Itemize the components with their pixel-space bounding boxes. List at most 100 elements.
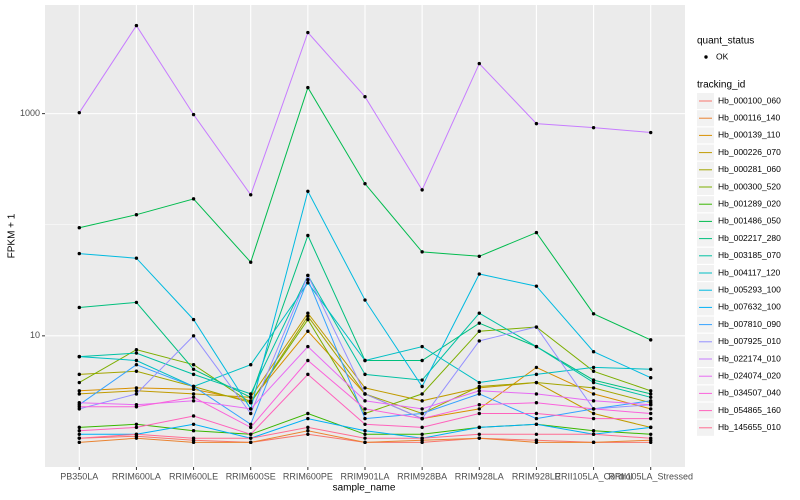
data-point [191, 317, 196, 322]
data-point [191, 414, 196, 418]
data-point [306, 411, 310, 416]
data-point [420, 411, 424, 416]
legend-label: Hb_145655_010 [718, 422, 781, 432]
x-tick-label: RRIM600PE [283, 471, 333, 481]
data-point [363, 399, 367, 403]
data-point [363, 358, 367, 363]
x-tick-label: PB350LA [60, 471, 98, 481]
x-tick-label: RRII105LA_Control [555, 471, 633, 481]
data-point [591, 378, 596, 382]
data-point [649, 411, 653, 416]
data-point [477, 411, 481, 416]
data-point [649, 389, 653, 393]
legend-title: tracking_id [697, 80, 745, 91]
data-point [649, 416, 653, 421]
data-point [191, 399, 196, 403]
data-point [477, 321, 481, 325]
y-tick-label: 1000 [20, 108, 40, 118]
legend-label: Hb_022174_010 [718, 353, 781, 363]
data-point [477, 329, 481, 333]
shape-legend-key [704, 55, 708, 59]
data-point [363, 432, 367, 436]
data-point [77, 440, 81, 445]
x-tick-label: RRIM600LE [169, 471, 218, 481]
data-point [420, 425, 424, 430]
data-point [77, 305, 81, 310]
data-point [249, 362, 253, 367]
legend-label: Hb_034507_040 [718, 388, 781, 398]
shape-legend-label: OK [716, 51, 729, 61]
legend-label: Hb_003185_070 [718, 250, 781, 260]
legend-label: Hb_000100_060 [718, 95, 781, 105]
data-point [649, 407, 653, 411]
data-point [249, 401, 253, 405]
data-point [649, 425, 653, 430]
data-point [249, 425, 253, 430]
data-point [306, 372, 310, 377]
data-point [534, 422, 539, 426]
data-point [77, 432, 81, 436]
legend-label: Hb_004117_120 [718, 267, 781, 277]
data-point [134, 358, 139, 363]
data-point [134, 348, 139, 352]
legend-label: Hb_054865_160 [718, 405, 781, 415]
data-point [249, 436, 253, 440]
data-point [477, 311, 481, 315]
data-point [249, 422, 253, 426]
data-point [534, 344, 539, 349]
data-point [477, 407, 481, 411]
data-point [134, 256, 139, 260]
data-point [477, 436, 481, 440]
data-point [420, 358, 424, 363]
data-point [477, 61, 481, 66]
data-point [363, 436, 367, 440]
data-point [77, 372, 81, 377]
data-point [134, 432, 139, 436]
data-point [420, 399, 424, 403]
data-point [191, 429, 196, 433]
data-point [649, 392, 653, 396]
data-point [477, 425, 481, 430]
data-point [77, 392, 81, 396]
data-point [191, 367, 196, 371]
data-point [191, 362, 196, 367]
data-point [477, 339, 481, 343]
data-point [363, 298, 367, 302]
data-point [591, 429, 596, 433]
data-point [77, 436, 81, 440]
data-point [134, 351, 139, 355]
data-point [306, 85, 310, 90]
data-point [306, 317, 310, 322]
data-point [420, 188, 424, 192]
x-tick-label: RRIM600SE [226, 471, 276, 481]
data-point [77, 226, 81, 230]
data-point [306, 281, 310, 285]
data-point [134, 300, 139, 305]
data-point [534, 380, 539, 385]
data-point [477, 432, 481, 436]
data-point [191, 392, 196, 396]
data-point [249, 395, 253, 399]
data-point [649, 432, 653, 436]
data-point [363, 392, 367, 396]
data-point [77, 110, 81, 115]
data-point [249, 440, 253, 445]
data-point [420, 378, 424, 382]
data-point [649, 403, 653, 407]
data-point [591, 380, 596, 385]
data-point [591, 125, 596, 130]
data-point [649, 399, 653, 403]
data-point [534, 392, 539, 396]
data-point [363, 372, 367, 377]
data-point [363, 440, 367, 445]
data-point [534, 416, 539, 421]
data-point [134, 386, 139, 390]
data-point [591, 416, 596, 421]
data-point [363, 407, 367, 411]
data-point [249, 260, 253, 264]
data-point [306, 189, 310, 193]
legend-label: Hb_002217_280 [718, 233, 781, 243]
data-point [649, 395, 653, 399]
data-point [191, 384, 196, 389]
data-point [306, 314, 310, 318]
